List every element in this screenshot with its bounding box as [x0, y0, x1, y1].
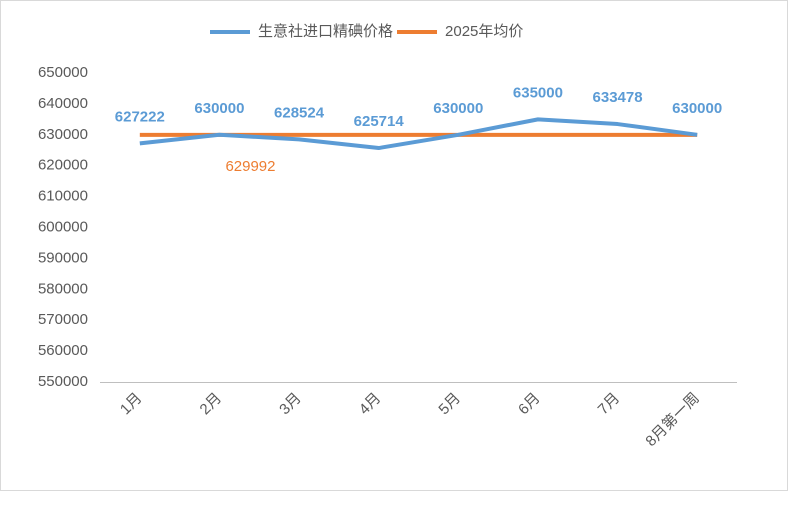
data-label: 630000	[672, 100, 722, 117]
data-label: 630000	[433, 100, 483, 117]
data-label: 630000	[194, 100, 244, 117]
data-label: 635000	[513, 84, 563, 101]
y-tick-label: 580000	[38, 280, 88, 297]
y-tick-label: 610000	[38, 188, 88, 205]
chart-border	[0, 0, 788, 491]
y-tick-label: 640000	[38, 95, 88, 112]
y-tick-label: 550000	[38, 373, 88, 390]
y-tick-label: 650000	[38, 64, 88, 81]
y-tick-label: 630000	[38, 126, 88, 143]
legend-label: 生意社进口精碘价格	[258, 22, 393, 40]
series-line	[139, 117, 698, 151]
data-label: 627222	[115, 108, 165, 125]
y-tick-label: 600000	[38, 218, 88, 235]
y-tick-label: 620000	[38, 157, 88, 174]
legend-label: 2025年均价	[445, 23, 523, 40]
y-tick-label: 560000	[38, 342, 88, 359]
data-label: 628524	[274, 104, 325, 121]
data-label: 633478	[593, 89, 643, 106]
data-label: 629992	[225, 158, 275, 175]
data-label: 625714	[354, 113, 405, 130]
y-tick-label: 570000	[38, 311, 88, 328]
y-tick-label: 590000	[38, 249, 88, 266]
